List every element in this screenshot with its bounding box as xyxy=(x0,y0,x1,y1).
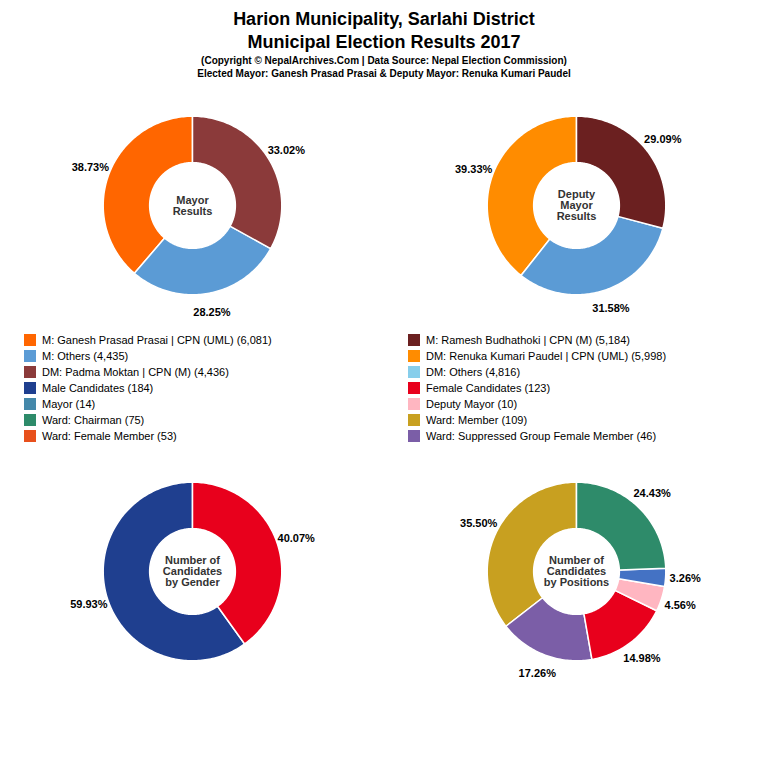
svg-text:3.26%: 3.26% xyxy=(670,572,701,584)
html-text:DM: Padma Moktan | CPN (M) (4,: DM: Padma Moktan | CPN (M) (4,436) xyxy=(42,366,229,378)
svg-text:24.43%: 24.43% xyxy=(633,487,671,499)
svg-text:28.25%: 28.25% xyxy=(193,306,231,318)
html-text:Municipal Election Results 201: Municipal Election Results 2017 xyxy=(247,32,521,52)
svg-text:Number ofCandidatesby Gender: Number ofCandidatesby Gender xyxy=(163,554,222,588)
svg-text:40.07%: 40.07% xyxy=(278,532,316,544)
html-text:Ward: Suppressed Group Female: Ward: Suppressed Group Female Member (46… xyxy=(426,430,657,442)
svg-text:33.02%: 33.02% xyxy=(268,144,306,156)
html-text:Ward: Female Member (53): Ward: Female Member (53) xyxy=(42,430,177,442)
svg-text:31.58%: 31.58% xyxy=(592,302,630,314)
html-text:Male Candidates (184): Male Candidates (184) xyxy=(42,382,154,394)
svg-text:DeputyMayorResults: DeputyMayorResults xyxy=(557,188,597,222)
svg-text:29.09%: 29.09% xyxy=(644,133,682,145)
html-text:(Copyright © NepalArchives.Com: (Copyright © NepalArchives.Com | Data So… xyxy=(201,55,567,66)
html-text:DM: Renuka Kumari Paudel | CPN: DM: Renuka Kumari Paudel | CPN (UML) (5,… xyxy=(426,350,667,362)
html-text:Elected Mayor: Ganesh Prasad P: Elected Mayor: Ganesh Prasad Prasai & De… xyxy=(197,68,571,79)
html-text:M: Ramesh Budhathoki | CPN (M): M: Ramesh Budhathoki | CPN (M) (5,184) xyxy=(426,334,630,346)
html-text:M: Others (4,435): M: Others (4,435) xyxy=(42,350,129,362)
html-text:Harion Municipality, Sarlahi D: Harion Municipality, Sarlahi District xyxy=(233,9,535,29)
svg-text:59.93%: 59.93% xyxy=(70,598,108,610)
svg-text:Number ofCandidatesby Position: Number ofCandidatesby Positions xyxy=(544,554,609,588)
svg-text:MayorResults: MayorResults xyxy=(173,194,213,217)
html-text:Ward: Chairman (75): Ward: Chairman (75) xyxy=(42,414,145,426)
svg-text:35.50%: 35.50% xyxy=(460,517,498,529)
svg-text:38.73%: 38.73% xyxy=(72,161,110,173)
html-text:Female Candidates (123): Female Candidates (123) xyxy=(426,382,551,394)
svg-text:4.56%: 4.56% xyxy=(665,599,696,611)
html-text:DM: Others (4,816): DM: Others (4,816) xyxy=(426,366,521,378)
svg-text:14.98%: 14.98% xyxy=(623,652,661,664)
html-text:Deputy Mayor (10): Deputy Mayor (10) xyxy=(426,398,518,410)
html-text:M: Ganesh Prasad Prasai | CPN: M: Ganesh Prasad Prasai | CPN (UML) (6,0… xyxy=(42,334,272,346)
svg-text:39.33%: 39.33% xyxy=(455,163,493,175)
html-text:Ward: Member (109): Ward: Member (109) xyxy=(426,414,528,426)
html-text:Mayor (14): Mayor (14) xyxy=(42,398,96,410)
svg-text:17.26%: 17.26% xyxy=(519,667,557,679)
